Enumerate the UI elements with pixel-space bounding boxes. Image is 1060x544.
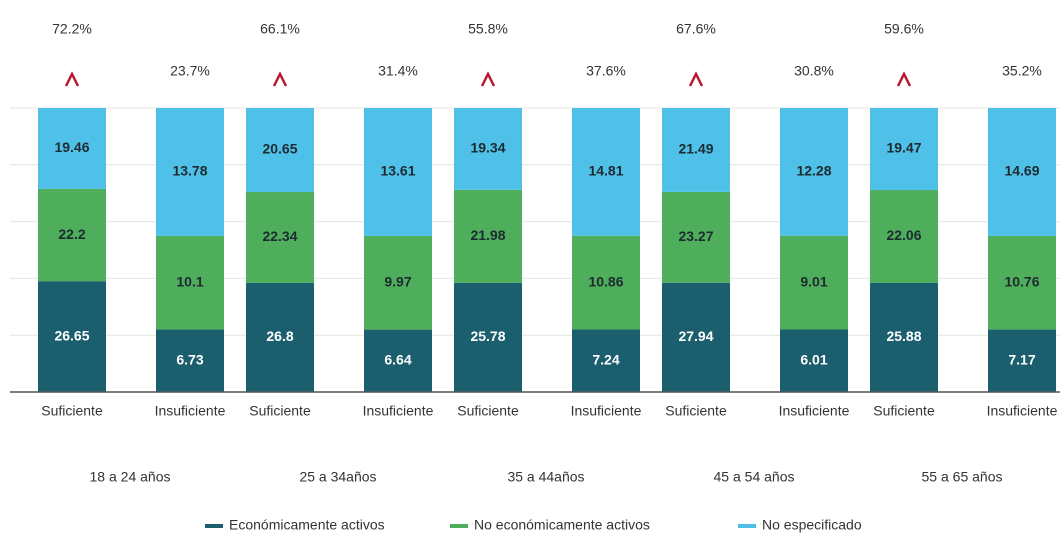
bar-segment	[246, 192, 314, 283]
x-tick-label: Insuficiente	[987, 403, 1058, 419]
caret	[688, 71, 704, 87]
bar-segment	[454, 108, 522, 190]
bar-segment	[454, 282, 522, 392]
data-label: 14.81	[588, 163, 623, 179]
group-label: 45 a 54 años	[714, 469, 795, 485]
bar-segment	[870, 190, 938, 283]
data-label: 25.78	[470, 328, 505, 344]
bar-segment	[156, 329, 224, 392]
bar-segment	[454, 189, 522, 283]
bar-segment	[38, 188, 106, 282]
top-label: 31.4%	[378, 63, 418, 79]
data-label: 22.06	[886, 227, 921, 243]
bar-segment	[870, 282, 938, 392]
legend-label: No económicamente activos	[474, 517, 650, 533]
top-label: 55.8%	[468, 21, 508, 37]
top-label: 35.2%	[1002, 63, 1042, 79]
data-label: 6.64	[384, 352, 411, 368]
group-label: 18 a 24 años	[90, 469, 171, 485]
top-label: 37.6%	[586, 63, 626, 79]
bar-segment	[662, 282, 730, 392]
bar-segment	[38, 281, 106, 392]
legend-label: Económicamente activos	[229, 517, 385, 533]
data-label: 10.1	[176, 273, 203, 289]
top-label: 66.1%	[260, 21, 300, 37]
top-label: 23.7%	[170, 63, 210, 79]
bar-segment	[572, 108, 640, 236]
legend-label: No especificado	[762, 517, 862, 533]
bar-segment	[572, 329, 640, 392]
bar-segment	[870, 108, 938, 191]
data-label: 13.78	[172, 163, 207, 179]
x-tick-label: Insuficiente	[363, 403, 434, 419]
data-label: 21.98	[470, 227, 505, 243]
x-tick-label: Insuficiente	[571, 403, 642, 419]
bar-segment	[246, 108, 314, 193]
x-tick-label: Insuficiente	[155, 403, 226, 419]
bar-segment	[780, 329, 848, 392]
bar-segment	[156, 108, 224, 236]
top-label: 72.2%	[52, 21, 92, 37]
x-tick-label: Suficiente	[249, 403, 311, 419]
top-label: 67.6%	[676, 21, 716, 37]
bar-segment	[156, 235, 224, 330]
x-tick-label: Insuficiente	[779, 403, 850, 419]
data-label: 19.34	[470, 140, 505, 156]
data-label: 13.61	[380, 163, 415, 179]
data-label: 7.24	[592, 351, 619, 367]
x-tick-label: Suficiente	[457, 403, 519, 419]
bar-segment	[662, 108, 730, 192]
group-label: 25 a 34años	[299, 469, 376, 485]
data-label: 27.94	[678, 328, 713, 344]
x-tick-label: Suficiente	[873, 403, 935, 419]
bar-segment	[780, 235, 848, 330]
bar-segment	[246, 282, 314, 392]
bar-segment	[572, 235, 640, 330]
caret	[64, 71, 80, 87]
bar-segment	[988, 108, 1056, 236]
data-label: 26.65	[54, 327, 89, 343]
caret	[896, 71, 912, 87]
data-label: 25.88	[886, 328, 921, 344]
caret	[272, 71, 288, 87]
top-label: 30.8%	[794, 63, 834, 79]
bar-segment	[780, 108, 848, 236]
data-label: 10.76	[1004, 273, 1039, 289]
data-label: 10.86	[588, 273, 623, 289]
bar-segment	[662, 191, 730, 283]
top-label: 59.6%	[884, 21, 924, 37]
group-label: 35 a 44años	[507, 469, 584, 485]
x-tick-label: Suficiente	[665, 403, 727, 419]
data-label: 21.49	[678, 141, 713, 157]
group-label: 55 a 65 años	[922, 469, 1003, 485]
data-label: 6.01	[800, 351, 827, 367]
data-label: 22.34	[262, 228, 297, 244]
bar-segment	[364, 329, 432, 392]
data-label: 22.2	[58, 226, 85, 242]
data-label: 14.69	[1004, 163, 1039, 179]
data-label: 9.01	[800, 273, 827, 289]
caret	[480, 71, 496, 87]
data-label: 26.8	[266, 328, 293, 344]
data-label: 7.17	[1008, 351, 1035, 367]
x-tick-label: Suficiente	[41, 403, 103, 419]
data-label: 9.97	[384, 273, 411, 289]
data-label: 6.73	[176, 351, 203, 367]
data-label: 12.28	[796, 163, 831, 179]
data-label: 19.47	[886, 140, 921, 156]
bar-segment	[988, 329, 1056, 392]
bar-segment	[988, 235, 1056, 330]
bar-segment	[38, 108, 106, 189]
data-label: 20.65	[262, 141, 297, 157]
bar-segment	[364, 108, 432, 236]
data-label: 23.27	[678, 228, 713, 244]
data-label: 19.46	[54, 139, 89, 155]
bar-segment	[364, 235, 432, 330]
